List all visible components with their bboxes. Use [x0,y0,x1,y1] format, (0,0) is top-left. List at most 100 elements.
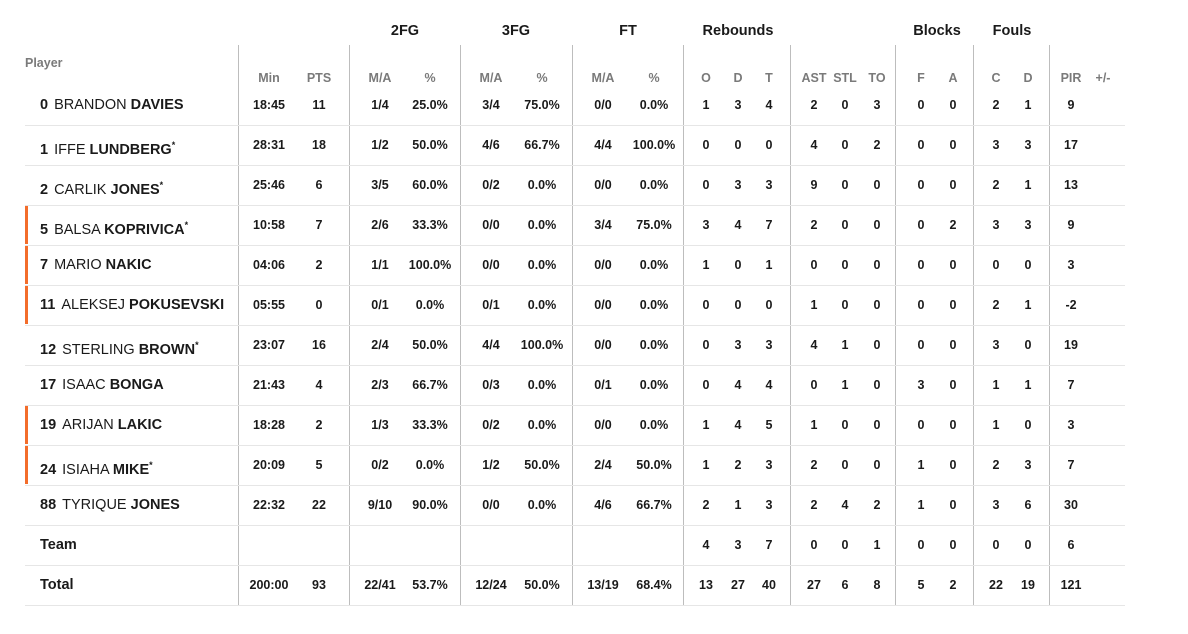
table-row: 0 BRANDON DAVIES 18:45 11 1/4 25.0% 3/4 75.0% 0/… [25,85,1125,126]
group-header-blocks: Blocks [913,23,961,39]
stat-treb: 3 [765,178,773,192]
stat-to: 0 [873,298,881,312]
stat-pir: 7 [1067,458,1075,472]
stat-fg3-ma: 0/1 [482,298,500,312]
stat-oreb: 0 [702,138,710,152]
table-row: 88 TYRIQUE JONES 22:32 22 9/10 90.0% 0/0 0.0% 4/… [25,485,1125,526]
stat-fg3-pct: 0.0% [527,378,557,392]
player-last-name: JONES [110,182,160,198]
stat-treb: 0 [765,138,773,152]
stat-fg2-ma: 3/5 [371,178,389,192]
table-row: 5 BALSA KOPRIVICA* 10:58 7 2/6 33.3% 0/0 0.0% 3/… [25,205,1125,246]
stat-pts: 0 [315,298,323,312]
table-row: 24 ISIAHA MIKE* 20:09 5 0/2 0.0% 1/2 50.0% 2/4 50… [25,445,1125,486]
stat-fg3-pct: 50.0% [524,458,560,472]
stat-dreb: 2 [734,458,742,472]
stat-plus-minus [1078,125,1128,165]
stat-blk-a: 0 [949,98,957,112]
stat-dreb: 4 [734,378,742,392]
stat-treb: 3 [765,498,773,512]
stat-fg3-pct: 0.0% [527,418,557,432]
stat-min [244,525,294,565]
stat-dreb: 4 [734,418,742,432]
player-last-name: JONES [130,497,180,513]
player-first-name: IFFE [54,142,86,158]
stat-min: 25:46 [253,178,285,192]
stat-blk-f: 1 [917,498,925,512]
stat-pir: 17 [1064,138,1078,152]
stat-ft-pct: 0.0% [639,418,669,432]
player-name-link[interactable]: 5 BALSA KOPRIVICA* [40,205,188,245]
stat-ft-pct [629,525,679,565]
stat-treb: 5 [765,418,773,432]
player-name-link[interactable]: 17 ISAAC BONGA [40,365,164,405]
stat-fg3-ma: 12/24 [475,578,507,592]
stat-oreb: 2 [702,498,710,512]
starter-marker-icon: * [159,180,164,190]
stat-to: 0 [873,338,881,352]
stat-oreb: 0 [702,298,710,312]
stat-fg2-ma: 1/4 [371,98,389,112]
stat-blk-a: 0 [949,178,957,192]
player-name-link[interactable]: 12 STERLING BROWN* [40,325,199,365]
stat-fg3-pct: 0.0% [527,498,557,512]
player-name-link[interactable]: 2 CARLIK JONES* [40,165,163,205]
stat-ft-ma: 0/0 [594,178,612,192]
stat-fg3-ma [466,525,516,565]
stat-blk-f: 3 [917,378,925,392]
stat-stl: 0 [841,458,849,472]
stat-blk-f: 1 [917,458,925,472]
stat-fg3-ma: 4/4 [482,338,500,352]
group-header-rebounds: Rebounds [702,23,774,39]
player-last-name: NAKIC [105,257,152,273]
stat-foul-c: 22 [989,578,1003,592]
stat-pir: 3 [1067,258,1075,272]
stat-ast: 2 [810,218,818,232]
group-header-ft: FT [619,23,637,39]
stat-to: 1 [873,538,881,552]
player-name-link[interactable]: 1 IFFE LUNDBERG* [40,125,175,165]
player-name-link[interactable]: 11 ALEKSEJ POKUSEVSKI [40,285,224,325]
player-last-name: MIKE [112,462,150,478]
stat-oreb: 13 [699,578,713,592]
player-number: 17 [40,377,57,393]
player-name-link[interactable]: 0 BRANDON DAVIES [40,85,184,125]
stat-pir: 9 [1067,98,1075,112]
stat-to: 0 [873,378,881,392]
stat-to: 0 [873,418,881,432]
player-name-link[interactable]: 19 ARIJAN LAKIC [40,405,162,445]
stat-fg2-ma: 2/4 [371,338,389,352]
column-header-foul-c: C [991,71,1001,85]
stat-dreb: 27 [731,578,745,592]
group-header-2fg: 2FG [390,23,420,39]
column-header-blk-a: A [948,71,958,85]
player-last-name: DAVIES [130,97,184,113]
stat-ft-pct: 0.0% [639,98,669,112]
stat-ast: 4 [810,138,818,152]
stat-ast: 27 [807,578,821,592]
stat-foul-c: 2 [992,458,1000,472]
stat-min: 21:43 [253,378,285,392]
stat-foul-c: 3 [992,218,1000,232]
player-name-link[interactable]: 7 MARIO NAKIC [40,245,152,285]
player-name-link[interactable]: 88 TYRIQUE JONES [40,485,180,525]
stat-stl: 0 [841,98,849,112]
stat-plus-minus [1078,285,1128,325]
stat-pir: 7 [1067,378,1075,392]
player-column-header: Player [25,56,63,70]
stat-fg3-pct: 75.0% [524,98,560,112]
stat-fg2-pct: 50.0% [412,138,448,152]
stat-treb: 4 [765,378,773,392]
stat-fg2-pct: 33.3% [412,218,448,232]
player-first-name: ISIAHA [62,462,109,478]
stat-fg2-pct: 0.0% [415,458,445,472]
stat-stl: 0 [841,418,849,432]
stat-fg3-pct: 66.7% [524,138,560,152]
stat-ast: 4 [810,338,818,352]
stat-min: 23:07 [253,338,285,352]
stat-foul-d: 19 [1021,578,1035,592]
stat-ast: 2 [810,458,818,472]
stat-pts: 11 [312,98,326,112]
stat-foul-c: 2 [992,298,1000,312]
player-name-link[interactable]: 24 ISIAHA MIKE* [40,445,153,485]
